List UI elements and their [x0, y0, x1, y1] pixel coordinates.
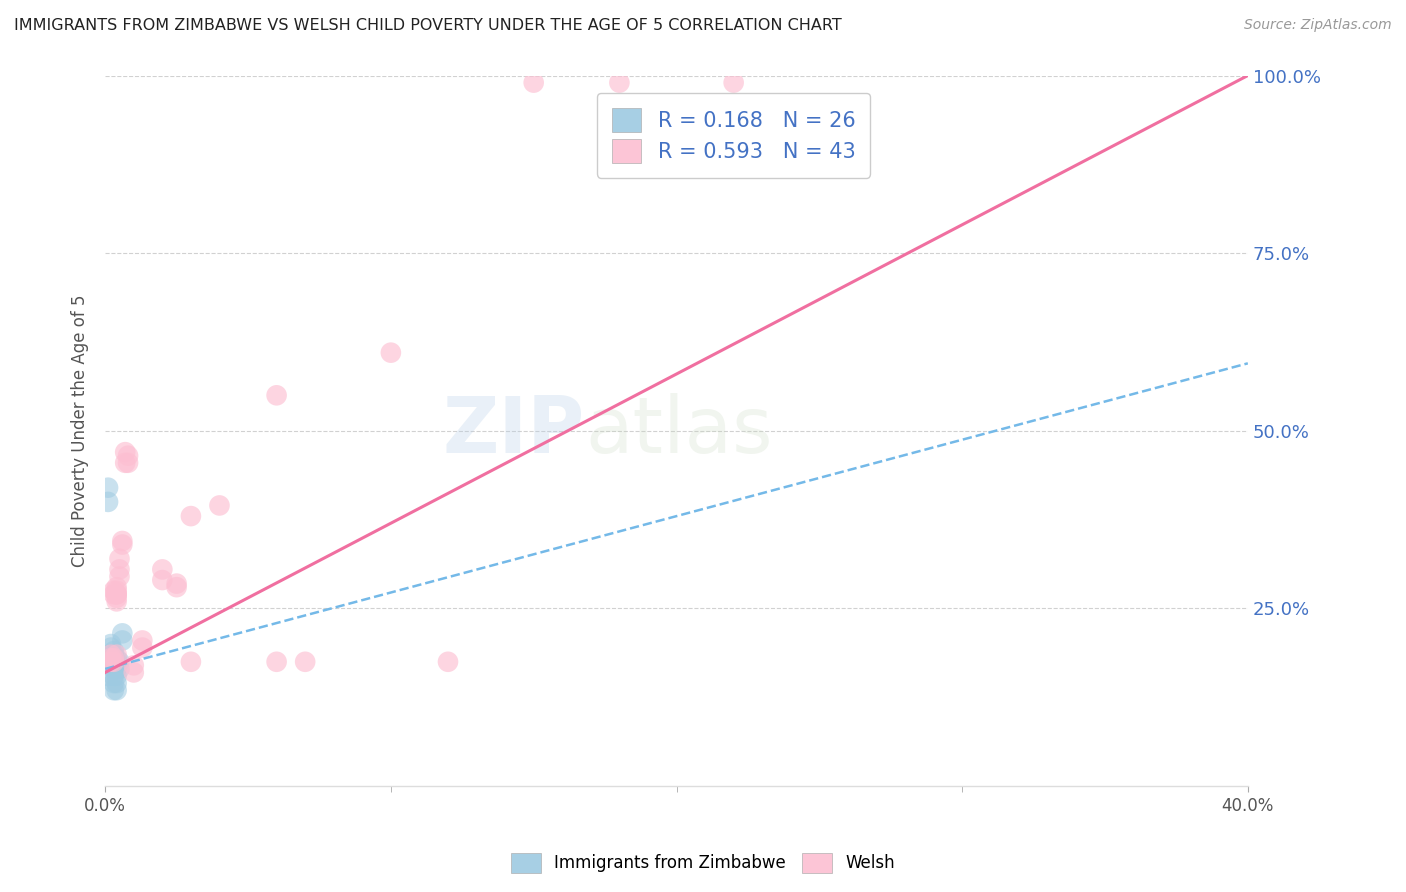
Point — [103, 655, 125, 669]
Point — [105, 655, 128, 669]
Point — [180, 509, 202, 524]
Point — [100, 651, 122, 665]
Point — [523, 76, 546, 90]
Point — [108, 662, 131, 676]
Point — [117, 456, 139, 470]
Point — [111, 537, 134, 551]
Point — [100, 648, 122, 662]
Point — [180, 655, 202, 669]
Point — [380, 345, 402, 359]
Point — [114, 456, 136, 470]
Point — [108, 655, 131, 669]
Text: ZIP: ZIP — [443, 392, 585, 469]
Point — [208, 499, 231, 513]
Point — [100, 648, 122, 662]
Point — [105, 669, 128, 683]
Point — [105, 587, 128, 601]
Point — [103, 676, 125, 690]
Point — [150, 573, 173, 587]
Point — [103, 583, 125, 598]
Point — [105, 587, 128, 601]
Point — [103, 644, 125, 658]
Point — [103, 648, 125, 662]
Point — [108, 569, 131, 583]
Point — [122, 658, 145, 673]
Point — [266, 655, 288, 669]
Point — [111, 633, 134, 648]
Point — [100, 637, 122, 651]
Point — [166, 576, 188, 591]
Point — [723, 76, 745, 90]
Point — [105, 583, 128, 598]
Point — [105, 683, 128, 698]
Point — [108, 562, 131, 576]
Point — [111, 533, 134, 548]
Point — [609, 76, 631, 90]
Point — [103, 651, 125, 665]
Point — [294, 655, 316, 669]
Point — [122, 665, 145, 680]
Point — [97, 655, 120, 669]
Y-axis label: Child Poverty Under the Age of 5: Child Poverty Under the Age of 5 — [72, 294, 89, 567]
Point — [105, 580, 128, 594]
Point — [100, 655, 122, 669]
Point — [103, 587, 125, 601]
Legend: R = 0.168   N = 26, R = 0.593   N = 43: R = 0.168 N = 26, R = 0.593 N = 43 — [598, 93, 870, 178]
Point — [100, 640, 122, 655]
Point — [103, 669, 125, 683]
Point — [266, 388, 288, 402]
Point — [105, 662, 128, 676]
Point — [114, 445, 136, 459]
Point — [117, 449, 139, 463]
Point — [437, 655, 460, 669]
Point — [131, 633, 153, 648]
Point — [111, 626, 134, 640]
Point — [105, 591, 128, 605]
Point — [103, 655, 125, 669]
Text: Source: ZipAtlas.com: Source: ZipAtlas.com — [1244, 18, 1392, 32]
Point — [105, 594, 128, 608]
Point — [100, 655, 122, 669]
Point — [97, 669, 120, 683]
Point — [105, 651, 128, 665]
Point — [97, 481, 120, 495]
Point — [103, 683, 125, 698]
Point — [108, 551, 131, 566]
Legend: Immigrants from Zimbabwe, Welsh: Immigrants from Zimbabwe, Welsh — [503, 847, 903, 880]
Point — [100, 651, 122, 665]
Point — [97, 495, 120, 509]
Point — [103, 662, 125, 676]
Text: atlas: atlas — [585, 392, 773, 469]
Point — [105, 648, 128, 662]
Text: IMMIGRANTS FROM ZIMBABWE VS WELSH CHILD POVERTY UNDER THE AGE OF 5 CORRELATION C: IMMIGRANTS FROM ZIMBABWE VS WELSH CHILD … — [14, 18, 842, 33]
Point — [105, 676, 128, 690]
Point — [131, 640, 153, 655]
Point — [105, 587, 128, 601]
Point — [166, 580, 188, 594]
Point — [150, 562, 173, 576]
